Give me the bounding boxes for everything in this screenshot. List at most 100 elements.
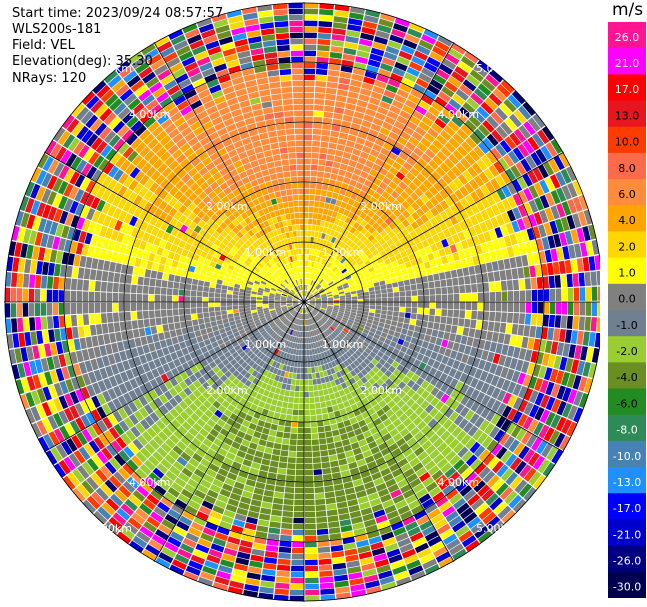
gate-cell [200,269,207,276]
gate-cell [258,513,271,521]
gate-cell [266,539,279,547]
gate-cell [493,161,505,174]
gate-cell [539,379,549,394]
gate-cell [219,520,232,530]
gate-cell [268,352,274,359]
gate-cell [357,371,365,379]
gate-cell [451,71,465,83]
gate-cell [352,244,359,251]
gate-cell [124,521,139,535]
gate-cell [414,271,421,278]
gate-cell [130,247,139,257]
gate-cell [302,307,304,314]
gate-cell [311,288,316,294]
gate-cell [313,336,317,342]
gate-cell [297,337,301,344]
gate-cell [389,325,397,332]
gate-cell [546,262,554,276]
gate-cell [190,308,197,314]
gate-cell [499,322,507,333]
gate-cell [58,410,69,425]
gate-cell [389,105,401,115]
gate-cell [339,305,346,309]
gate-cell [244,414,253,423]
gate-cell [101,403,112,416]
gate-cell [185,283,192,291]
gate-cell [468,226,477,237]
gate-cell [187,271,194,279]
gate-cell [302,313,304,320]
gate-cell [219,428,229,437]
gate-cell [263,402,271,410]
gate-cell [192,319,199,326]
gate-cell [421,320,428,328]
gate-cell [497,505,512,520]
gate-cell [464,119,477,132]
gate-cell [266,371,273,379]
gate-cell [367,315,374,321]
gate-cell [304,206,309,213]
gate-cell [294,361,298,368]
gate-cell [323,246,328,253]
gate-cell [55,341,64,355]
gate-cell [292,409,299,416]
gate-cell [130,426,141,438]
gate-cell [307,337,311,344]
gate-cell [334,352,340,359]
gate-cell [316,269,320,276]
gate-cell [24,331,32,347]
gate-cell [435,496,449,508]
gate-cell [272,367,279,375]
gate-cell [558,152,571,168]
gate-cell [269,277,275,283]
gate-cell [295,306,300,311]
gate-cell [415,488,428,499]
gate-cell [456,268,464,277]
gate-cell [69,200,79,214]
gate-cell [23,317,30,332]
gate-cell [325,322,331,327]
gate-cell [251,291,258,295]
gate-cell [202,307,209,313]
gate-cell [169,408,180,419]
gate-cell [350,326,357,332]
gate-cell [251,272,258,278]
gate-cell [170,244,178,253]
gate-cell [276,369,282,376]
gate-cell [309,403,316,410]
gate-cell [338,220,345,227]
gate-cell [371,547,386,557]
gate-cell [312,274,316,281]
gate-cell [136,311,143,320]
gate-cell [297,361,301,368]
gate-cell [419,471,431,483]
gate-cell [19,195,30,212]
gate-cell [177,493,190,505]
gate-cell [197,385,206,394]
gate-cell [244,338,251,344]
gate-cell [230,324,237,330]
gate-cell [259,328,266,334]
gate-cell [493,271,501,282]
gate-cell [225,362,233,370]
gate-cell [402,489,415,499]
gate-cell [97,506,112,521]
gate-cell [105,250,113,261]
gate-cell [46,234,55,249]
gate-cell [529,390,539,404]
gate-cell [107,271,115,282]
gate-cell [281,522,293,530]
gate-cell [258,315,265,319]
gate-cell [316,359,321,366]
gate-cell [295,481,304,488]
gate-cell [387,297,394,302]
gate-cell [291,336,295,342]
gate-cell [304,379,309,386]
gate-cell [136,365,146,375]
gate-cell [347,319,354,324]
gate-cell [538,365,547,379]
gate-cell [442,58,457,70]
gate-cell [278,419,286,426]
gate-cell [464,182,475,194]
gate-cell [325,311,331,316]
